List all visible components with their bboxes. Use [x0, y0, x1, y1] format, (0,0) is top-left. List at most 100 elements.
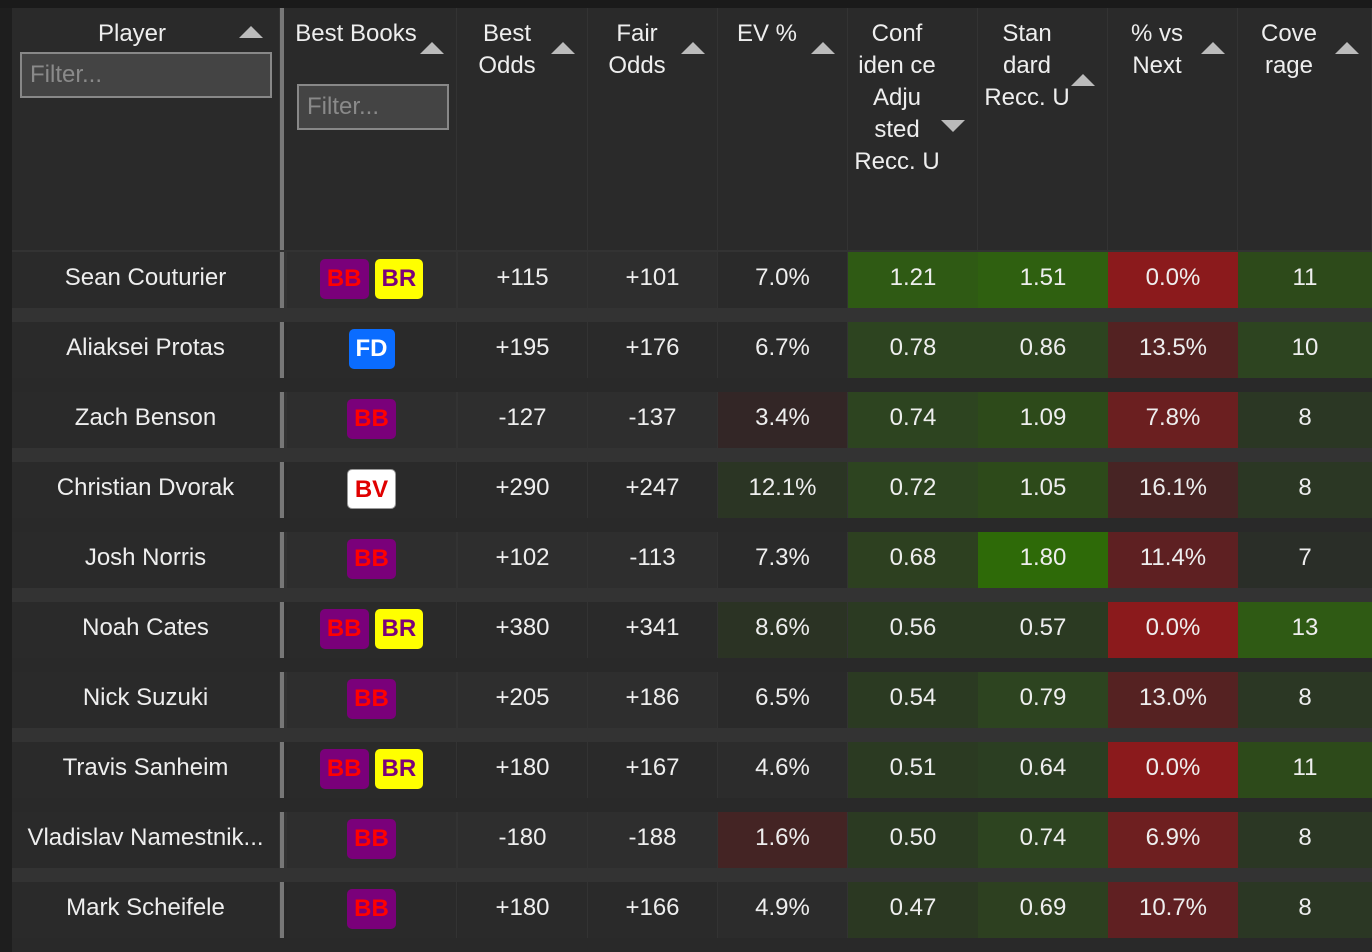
fair-odds-cell: +167	[588, 742, 718, 798]
column-divider	[280, 532, 284, 588]
best-books-cell: BB	[287, 812, 457, 868]
table-row[interactable]: Christian Dvorak BV +290 +247 12.1% 0.72 1.05 1…	[12, 462, 1372, 532]
coverage-cell: 11	[1238, 252, 1372, 308]
column-header-label: Fair Odds	[608, 20, 666, 79]
sort-ascending-icon[interactable]	[420, 42, 444, 54]
best-odds-cell: +180	[458, 742, 588, 798]
table-row[interactable]: Sean Couturier BB BR +115 +101 7.0% 1.21 1.51 0.…	[12, 252, 1372, 322]
ev-percent-cell: 3.4%	[718, 392, 848, 448]
player-cell: Aliaksei Protas	[12, 322, 280, 378]
sort-ascending-icon[interactable]	[239, 26, 263, 38]
sort-ascending-icon[interactable]	[1071, 74, 1095, 86]
ev-percent-cell: 1.6%	[718, 812, 848, 868]
coverage-cell: 8	[1238, 812, 1372, 868]
sportsbook-badge-br[interactable]: BR	[374, 608, 424, 649]
player-cell: Mark Scheifele	[12, 882, 280, 938]
column-header-best-odds[interactable]: Best Odds	[458, 8, 588, 250]
column-header-player[interactable]: Player Filter...	[12, 8, 280, 250]
sportsbook-badge-bb[interactable]: BB	[347, 678, 396, 719]
table-row[interactable]: Noah Cates BB BR +380 +341 8.6% 0.56 0.57 0.0% 13	[12, 602, 1372, 672]
column-header-confidence-adjusted-recc-u[interactable]: Conf iden ce Adju sted Recc. U	[848, 8, 978, 250]
confidence-adjusted-recc-u-cell: 0.68	[848, 532, 978, 588]
best-books-cell: BB	[287, 392, 457, 448]
fair-odds-cell: -137	[588, 392, 718, 448]
sportsbook-badge-bb[interactable]: BB	[347, 398, 396, 439]
standard-recc-u-cell: 1.09	[978, 392, 1108, 448]
percent-vs-next-cell: 13.5%	[1108, 322, 1238, 378]
standard-recc-u-cell: 0.57	[978, 602, 1108, 658]
sportsbook-badge-bb[interactable]: BB	[347, 538, 396, 579]
sort-descending-icon[interactable]	[941, 120, 965, 132]
sort-ascending-icon[interactable]	[551, 42, 575, 54]
column-divider	[280, 882, 284, 938]
sort-ascending-icon[interactable]	[811, 42, 835, 54]
table-row[interactable]: Josh Norris BB +102 -113 7.3% 0.68 1.80 11.4% 7	[12, 532, 1372, 602]
confidence-adjusted-recc-u-cell: 0.47	[848, 882, 978, 938]
table-row[interactable]: Travis Sanheim BB BR +180 +167 4.6% 0.51 0.64 0.…	[12, 742, 1372, 812]
best-books-cell: BB BR	[287, 742, 457, 798]
best-odds-cell: +195	[458, 322, 588, 378]
sportsbook-badge-bb[interactable]: BB	[347, 818, 396, 859]
best-books-filter-placeholder: Filter...	[307, 93, 380, 120]
ev-percent-cell: 4.6%	[718, 742, 848, 798]
column-resize-handle[interactable]	[280, 8, 284, 250]
column-header-label: EV %	[736, 20, 798, 47]
sportsbook-badge-br[interactable]: BR	[374, 258, 424, 299]
sort-ascending-icon[interactable]	[1201, 42, 1225, 54]
confidence-adjusted-recc-u-cell: 0.72	[848, 462, 978, 518]
props-table: Player Filter... Best Books Filter... Best O…	[12, 8, 1372, 952]
column-divider	[280, 322, 284, 378]
column-header-percent-vs-next[interactable]: % vs Next	[1108, 8, 1238, 250]
column-divider	[280, 392, 284, 448]
coverage-cell: 7	[1238, 532, 1372, 588]
table-header: Player Filter... Best Books Filter... Best O…	[12, 8, 1372, 252]
sportsbook-badge-bb[interactable]: BB	[319, 258, 369, 299]
column-header-ev-percent[interactable]: EV %	[718, 8, 848, 250]
table-row[interactable]: Nick Suzuki BB +205 +186 6.5% 0.54 0.79 13.0% 8	[12, 672, 1372, 742]
coverage-cell: 8	[1238, 882, 1372, 938]
confidence-adjusted-recc-u-cell: 0.56	[848, 602, 978, 658]
table-row[interactable]: Aliaksei Protas FD +195 +176 6.7% 0.78 0.86 13.…	[12, 322, 1372, 392]
sportsbook-badge-fd[interactable]: FD	[348, 328, 395, 369]
sportsbook-badge-bb[interactable]: BB	[347, 888, 396, 929]
table-row[interactable]: Zach Benson BB -127 -137 3.4% 0.74 1.09 7.8% 8	[12, 392, 1372, 462]
coverage-cell: 11	[1238, 742, 1372, 798]
column-divider	[280, 602, 284, 658]
standard-recc-u-cell: 1.05	[978, 462, 1108, 518]
percent-vs-next-cell: 11.4%	[1108, 532, 1238, 588]
fair-odds-cell: +341	[588, 602, 718, 658]
best-books-cell: BB	[287, 672, 457, 728]
column-header-best-books[interactable]: Best Books Filter...	[287, 8, 457, 250]
percent-vs-next-cell: 13.0%	[1108, 672, 1238, 728]
best-books-cell: FD	[287, 322, 457, 378]
table-row[interactable]: Vladislav Namestnik... BB -180 -188 1.6% 0.50…	[12, 812, 1372, 882]
sportsbook-badge-bb[interactable]: BB	[319, 748, 369, 789]
column-header-label: Best Books	[295, 20, 417, 47]
percent-vs-next-cell: 0.0%	[1108, 252, 1238, 308]
sort-ascending-icon[interactable]	[1335, 42, 1359, 54]
best-odds-cell: +102	[458, 532, 588, 588]
ev-percent-cell: 8.6%	[718, 602, 848, 658]
sportsbook-badge-bb[interactable]: BB	[319, 608, 369, 649]
ev-percent-cell: 7.0%	[718, 252, 848, 308]
player-filter-input[interactable]: Filter...	[20, 52, 272, 98]
player-cell: Noah Cates	[12, 602, 280, 658]
sort-ascending-icon[interactable]	[681, 42, 705, 54]
best-books-filter-input[interactable]: Filter...	[297, 84, 449, 130]
column-header-standard-recc-u[interactable]: Stan dard Recc. U	[978, 8, 1108, 250]
coverage-cell: 8	[1238, 462, 1372, 518]
column-header-fair-odds[interactable]: Fair Odds	[588, 8, 718, 250]
standard-recc-u-cell: 0.79	[978, 672, 1108, 728]
player-cell: Travis Sanheim	[12, 742, 280, 798]
best-odds-cell: -127	[458, 392, 588, 448]
player-cell: Nick Suzuki	[12, 672, 280, 728]
sportsbook-badge-bv[interactable]: BV	[346, 468, 397, 509]
column-header-coverage[interactable]: Cove rage	[1238, 8, 1372, 250]
column-divider	[280, 672, 284, 728]
confidence-adjusted-recc-u-cell: 1.21	[848, 252, 978, 308]
table-row[interactable]: Mark Scheifele BB +180 +166 4.9% 0.47 0.69 10.7…	[12, 882, 1372, 952]
column-header-label: % vs Next	[1130, 20, 1183, 79]
sportsbook-badge-br[interactable]: BR	[374, 748, 424, 789]
coverage-cell: 8	[1238, 392, 1372, 448]
best-odds-cell: +205	[458, 672, 588, 728]
